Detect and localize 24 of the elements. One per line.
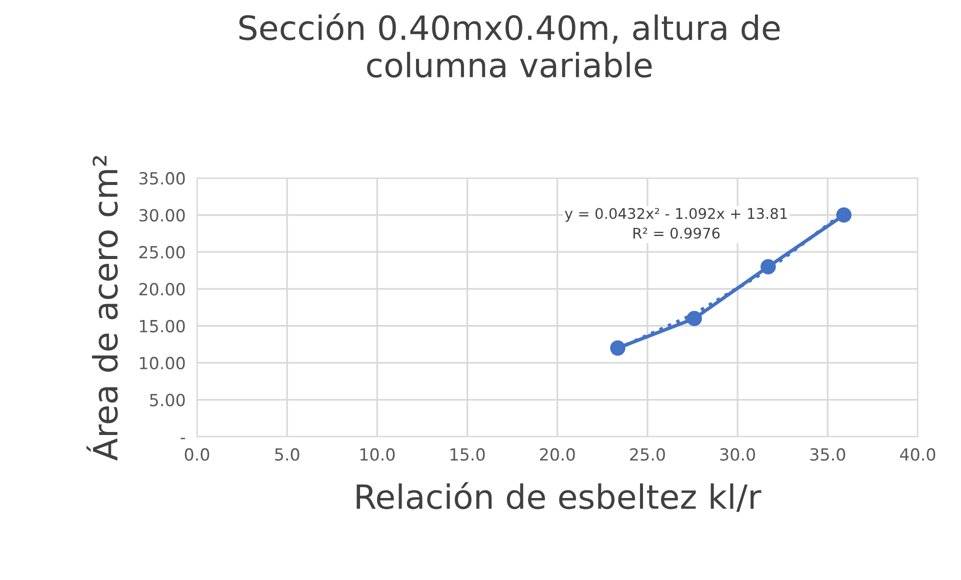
y-tick-label: 15.00	[140, 320, 185, 332]
x-tick-label: 5.0	[275, 448, 300, 461]
y-tick-label: 20.00	[139, 282, 185, 296]
y-tick-label: 10.00	[140, 356, 185, 370]
y-tick-label: 35.00	[139, 172, 185, 185]
y-tick-label: 30.00	[139, 208, 185, 222]
x-axis-title: Relación de esbeltez kl/r	[356, 482, 762, 512]
point	[610, 340, 626, 356]
annotation: y = 0.0432x² - 1.092x + 13.81 R² = 0.9976	[564, 208, 787, 239]
y-axis-title: Área de acero cm²	[86, 156, 118, 461]
y-tick-label: 25.00	[139, 246, 185, 259]
chart-title: Sección 0.40mx0.40m, altura de columna variable	[239, 13, 780, 78]
x-tick-label: 30.0	[720, 448, 756, 461]
y-tick-label: -	[180, 438, 186, 440]
x-tick-label: 20.0	[540, 448, 575, 461]
point	[686, 310, 702, 326]
x-tick-label: 10.0	[360, 448, 395, 461]
x-tick-label: 25.0	[630, 448, 665, 461]
x-tick-label: 40.0	[900, 448, 936, 461]
x-tick-label: 0.0	[184, 448, 210, 461]
y-tick-label: 5.00	[150, 394, 185, 406]
point	[836, 207, 852, 223]
x-tick-label: 35.0	[810, 448, 846, 461]
x-tick-label: 15.0	[450, 448, 485, 461]
